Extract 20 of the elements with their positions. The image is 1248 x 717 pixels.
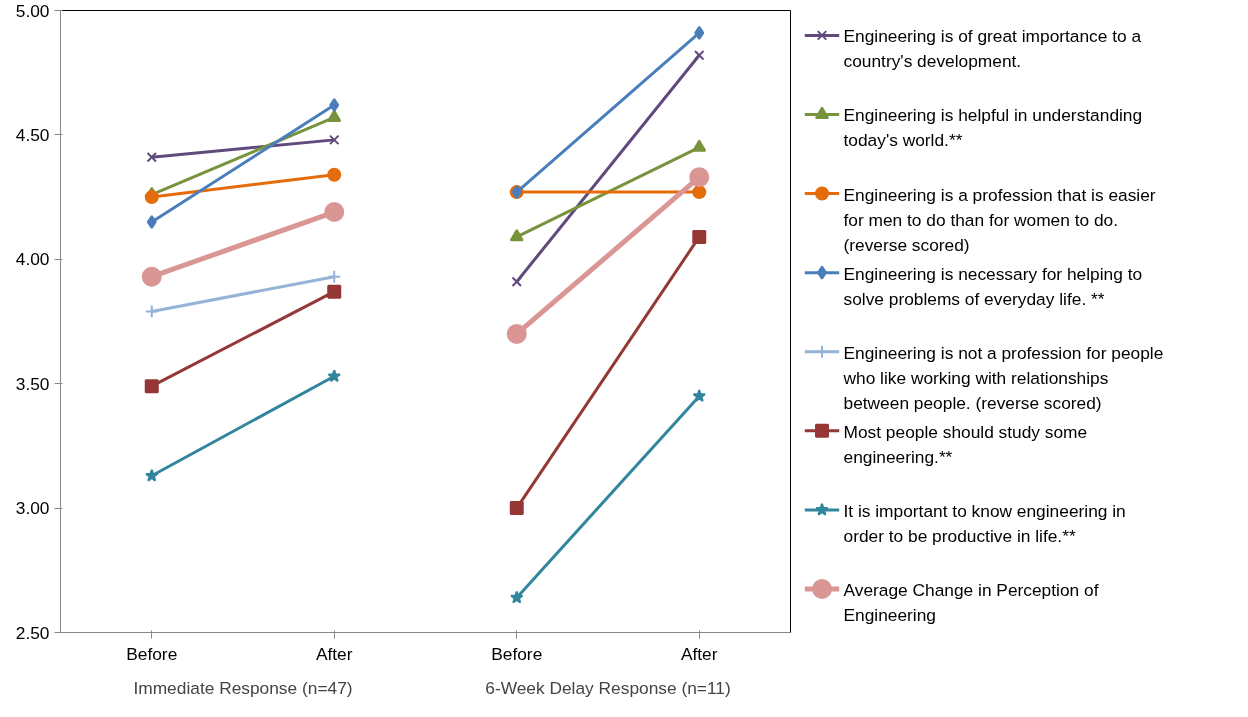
legend-label: Most people should study some engineering.** [843,421,1088,467]
legend-label: Engineering is not a profession for people who like working with relationships between people. (reverse scored) [842,342,1164,413]
legend-label: Engineering is necessary for helping to solve problems of everyday life. ** [843,263,1143,309]
y-tick-label: 5.00 [15,0,50,21]
x-tick-label: Before [491,643,543,664]
text: Immediate Response (n=47) [133,677,353,698]
legend-label: Engineering is helpful in understanding today's world.** [843,105,1143,151]
y-tick-label: 4.50 [15,124,50,145]
x-tick-label: After [315,643,353,664]
x-tick-label: After [680,643,718,664]
y-tick-label: 3.50 [15,373,50,394]
y-tick-label: 2.50 [15,622,50,643]
legend-label: Engineering is of great importance to a country's development. [843,26,1142,72]
y-tick-label: 4.00 [15,249,50,270]
y-tick-label: 3.00 [15,498,50,519]
text: 6-Week Delay Response (n=11) [485,677,731,698]
legend-label: Average Change in Perception of Engineering [843,579,1099,625]
x-tick-label: Before [126,643,178,664]
legend-label: It is important to know engineering in order to be productive in life.** [843,500,1126,546]
legend-label: Engineering is a profession that is easier for men to do than for women to do. (reverse scored) [843,184,1156,255]
